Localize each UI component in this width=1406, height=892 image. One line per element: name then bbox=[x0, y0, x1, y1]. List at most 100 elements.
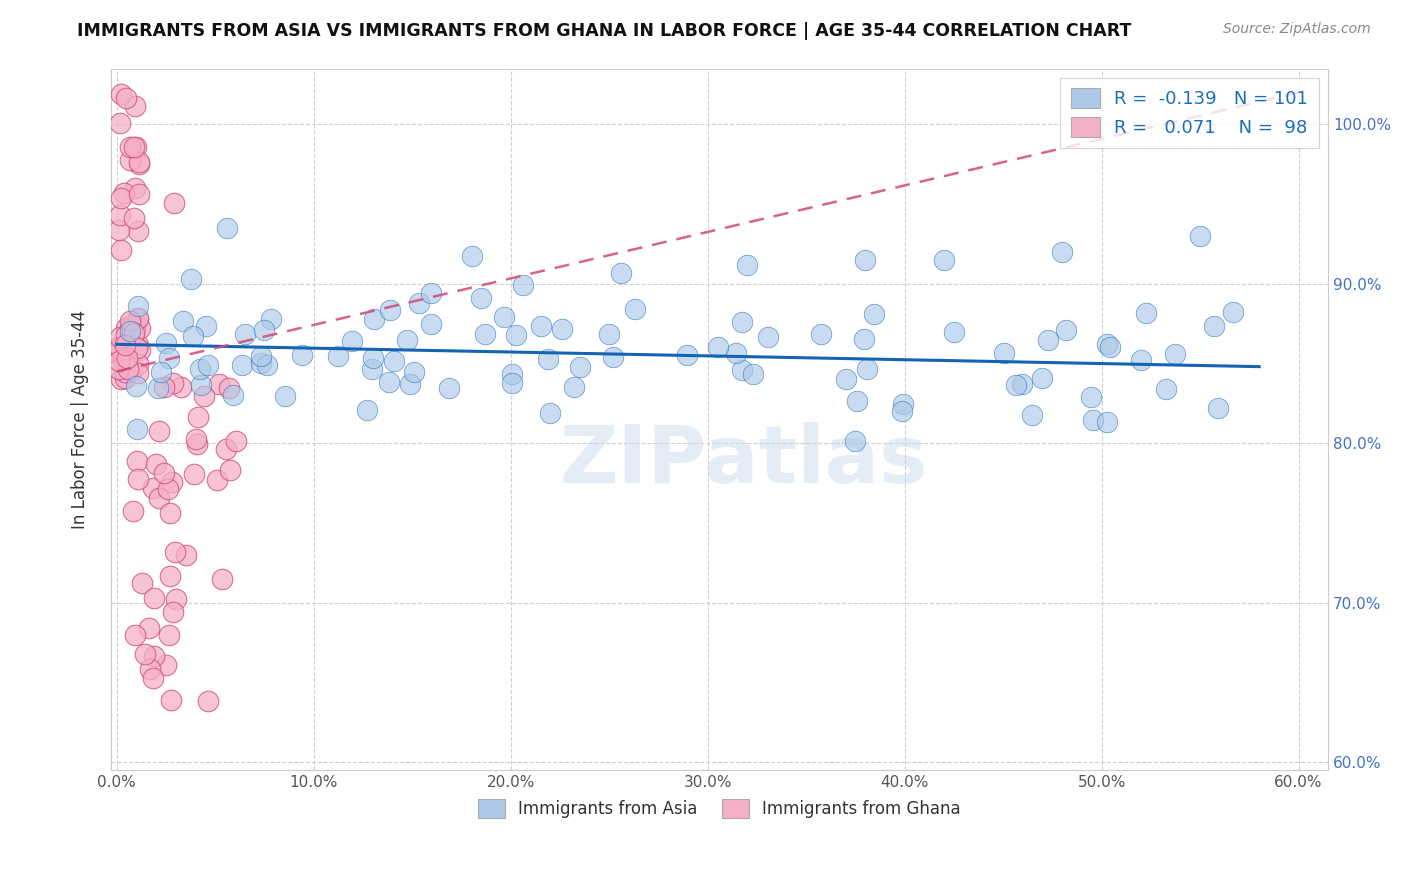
Point bbox=[146, 381, 169, 395]
Point bbox=[181, 329, 204, 343]
Point bbox=[127, 366, 149, 380]
Point bbox=[1206, 401, 1229, 416]
Point bbox=[363, 351, 385, 365]
Point bbox=[1031, 370, 1053, 384]
Text: Source: ZipAtlas.com: Source: ZipAtlas.com bbox=[1223, 22, 1371, 37]
Point bbox=[174, 548, 197, 562]
Point bbox=[114, 365, 136, 379]
Point bbox=[114, 91, 136, 105]
Point bbox=[127, 472, 149, 486]
Point bbox=[159, 568, 181, 582]
Point bbox=[125, 342, 148, 356]
Point bbox=[114, 356, 136, 370]
Point bbox=[108, 330, 131, 344]
Point bbox=[402, 365, 425, 379]
Point bbox=[207, 376, 229, 391]
Point bbox=[163, 545, 186, 559]
Point bbox=[505, 328, 527, 343]
Point bbox=[138, 662, 160, 676]
Point bbox=[724, 346, 747, 360]
Point bbox=[408, 295, 430, 310]
Point bbox=[530, 318, 553, 333]
Point bbox=[195, 319, 218, 334]
Point bbox=[124, 140, 146, 154]
Text: IMMIGRANTS FROM ASIA VS IMMIGRANTS FROM GHANA IN LABOR FORCE | AGE 35-44 CORRELA: IMMIGRANTS FROM ASIA VS IMMIGRANTS FROM … bbox=[77, 22, 1132, 40]
Point bbox=[419, 317, 441, 331]
Point bbox=[1083, 412, 1105, 426]
Point bbox=[108, 116, 131, 130]
Point bbox=[378, 376, 401, 390]
Point bbox=[172, 314, 194, 328]
Point bbox=[120, 325, 142, 339]
Point bbox=[205, 474, 228, 488]
Point bbox=[1054, 322, 1077, 336]
Point bbox=[122, 326, 145, 340]
Point bbox=[512, 278, 534, 293]
Point bbox=[863, 307, 886, 321]
Point bbox=[125, 379, 148, 393]
Point bbox=[186, 437, 208, 451]
Point bbox=[108, 347, 131, 361]
Point bbox=[1129, 352, 1152, 367]
Point bbox=[162, 195, 184, 210]
Point bbox=[112, 350, 135, 364]
Point bbox=[256, 359, 278, 373]
Point bbox=[124, 628, 146, 642]
Point bbox=[273, 388, 295, 402]
Point bbox=[157, 628, 180, 642]
Point bbox=[1036, 333, 1059, 347]
Point bbox=[1154, 382, 1177, 396]
Point bbox=[160, 475, 183, 489]
Point bbox=[128, 157, 150, 171]
Point bbox=[501, 376, 523, 390]
Point bbox=[233, 326, 256, 341]
Point bbox=[474, 327, 496, 342]
Point bbox=[124, 318, 146, 333]
Point bbox=[121, 325, 143, 339]
Point bbox=[162, 376, 184, 391]
Point bbox=[1080, 390, 1102, 404]
Point bbox=[623, 302, 645, 317]
Point bbox=[844, 434, 866, 448]
Point bbox=[134, 647, 156, 661]
Point bbox=[129, 321, 152, 335]
Point bbox=[250, 350, 273, 364]
Point bbox=[110, 341, 132, 355]
Point bbox=[1095, 337, 1118, 351]
Point bbox=[598, 326, 620, 341]
Point bbox=[1202, 318, 1225, 333]
Point bbox=[118, 153, 141, 168]
Point bbox=[943, 325, 966, 339]
Point bbox=[152, 466, 174, 480]
Point bbox=[170, 380, 193, 394]
Point bbox=[1005, 378, 1028, 392]
Point bbox=[501, 367, 523, 381]
Point bbox=[891, 397, 914, 411]
Point bbox=[675, 348, 697, 362]
Point bbox=[853, 332, 876, 346]
Point bbox=[215, 442, 238, 456]
Point bbox=[494, 310, 516, 324]
Point bbox=[602, 351, 624, 365]
Y-axis label: In Labor Force | Age 35-44: In Labor Force | Age 35-44 bbox=[72, 310, 89, 529]
Point bbox=[291, 348, 314, 362]
Point bbox=[218, 382, 240, 396]
Point bbox=[127, 299, 149, 313]
Point bbox=[149, 366, 172, 380]
Point bbox=[117, 362, 139, 376]
Point bbox=[124, 322, 146, 336]
Point bbox=[222, 388, 245, 402]
Point bbox=[197, 358, 219, 372]
Point bbox=[118, 140, 141, 154]
Point bbox=[890, 404, 912, 418]
Point bbox=[122, 211, 145, 226]
Point bbox=[159, 506, 181, 520]
Point bbox=[190, 377, 212, 392]
Point bbox=[110, 372, 132, 386]
Point bbox=[1095, 415, 1118, 429]
Point bbox=[360, 362, 382, 376]
Point bbox=[211, 572, 233, 586]
Point bbox=[363, 312, 385, 326]
Point bbox=[378, 302, 401, 317]
Point bbox=[114, 338, 136, 352]
